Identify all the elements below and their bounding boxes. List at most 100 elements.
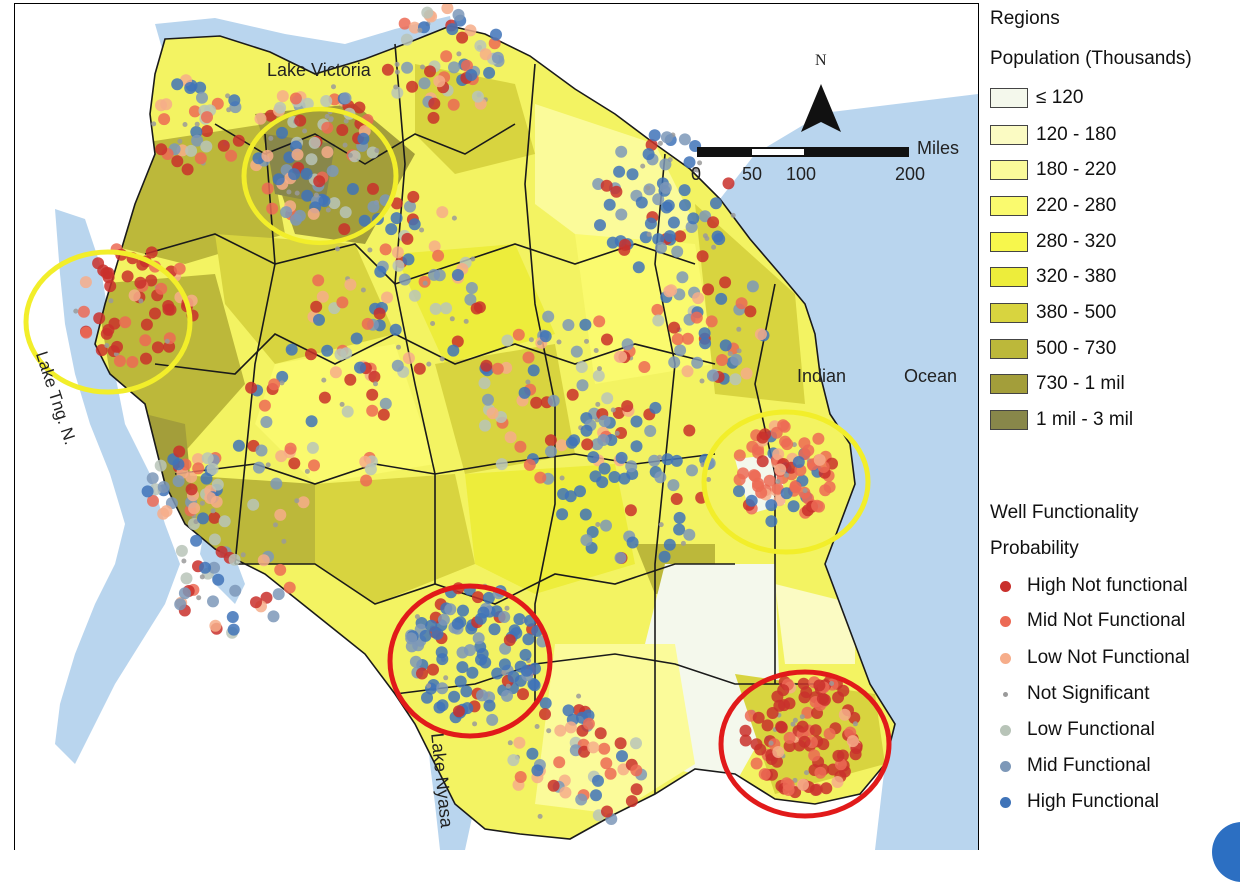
well-point [226, 107, 232, 113]
well-point [739, 734, 752, 747]
well-point [713, 233, 726, 246]
well-point [457, 604, 469, 617]
well-point [774, 463, 787, 476]
well-point [201, 125, 213, 137]
legend-pop-item: 500 - 730 [990, 337, 1116, 361]
well-point [630, 764, 643, 777]
well-point [687, 212, 700, 225]
well-point [398, 273, 411, 286]
scale-tick-50: 50 [742, 164, 763, 184]
well-point [771, 690, 784, 703]
well-point [528, 679, 541, 692]
north-label: N [815, 52, 827, 69]
well-point [702, 283, 715, 296]
well-point [184, 82, 197, 94]
well-point [201, 111, 213, 124]
well-point [367, 200, 380, 213]
well-point [178, 587, 191, 600]
well-point [507, 754, 520, 767]
well-point [621, 338, 634, 351]
well-point [111, 340, 123, 353]
well-point [644, 425, 657, 437]
well-point [482, 591, 495, 604]
well-point [228, 553, 241, 566]
well-point [698, 327, 711, 340]
highlight-circle-yellow-north [241, 106, 399, 246]
well-point [559, 475, 565, 481]
well-point [232, 439, 245, 452]
well-point [377, 408, 390, 421]
region-lindi [775, 584, 855, 664]
well-point [809, 784, 822, 796]
well-point [225, 149, 238, 162]
well-point [483, 66, 496, 79]
well-point [501, 670, 507, 676]
well-point [267, 610, 280, 623]
well-point [173, 262, 186, 275]
well-point [172, 475, 185, 488]
well-point [313, 192, 319, 198]
well-point [659, 158, 672, 171]
well-point [331, 84, 336, 90]
well-point [604, 767, 617, 780]
well-point [670, 493, 683, 505]
well-point [831, 776, 844, 788]
well-point [846, 735, 859, 748]
well-point [421, 691, 433, 704]
well-point [452, 8, 465, 21]
well-point [373, 381, 378, 387]
scale-tick-200: 200 [895, 164, 926, 184]
well-point [426, 683, 432, 689]
well-point [671, 333, 684, 346]
well-point [312, 274, 325, 287]
well-point [261, 182, 274, 195]
well-point [440, 302, 453, 315]
legend-pop-label: 220 - 280 [1036, 195, 1117, 216]
well-point [562, 704, 575, 717]
well-point [171, 78, 184, 91]
well-point [593, 348, 599, 353]
well-point [440, 50, 453, 63]
well-point [476, 689, 488, 702]
map-frame: Lake Victoria Lake Tng. N. Lake Nyasa In… [14, 3, 979, 850]
well-point [814, 766, 827, 779]
well-point [663, 285, 676, 298]
well-point [768, 740, 774, 746]
well-point [584, 338, 589, 344]
well-point [360, 474, 373, 487]
well-point [449, 316, 455, 322]
well-point [507, 740, 513, 746]
well-point [284, 442, 297, 455]
well-point [288, 457, 301, 470]
well-point [798, 437, 811, 450]
well-point [406, 80, 419, 93]
well-point [452, 705, 465, 718]
legend-well-label: Not Significant [1027, 683, 1150, 704]
well-point [389, 323, 402, 336]
well-point [596, 476, 609, 489]
well-point [663, 538, 676, 551]
well-point [321, 146, 334, 159]
well-point [781, 438, 794, 451]
well-point [754, 328, 767, 341]
well-point [398, 17, 411, 30]
well-point [229, 584, 242, 597]
well-point [145, 246, 158, 259]
well-point [838, 708, 851, 721]
well-point [265, 462, 271, 468]
indian-ocean [720, 94, 978, 850]
well-point [797, 677, 810, 690]
well-point [413, 362, 426, 375]
well-point [255, 444, 268, 457]
well-point [185, 471, 198, 483]
well-point [813, 679, 826, 692]
well-point [705, 315, 718, 328]
well-point [408, 218, 421, 231]
well-point [539, 708, 551, 721]
well-point [683, 528, 696, 541]
well-point [436, 682, 449, 695]
well-point [581, 438, 594, 451]
well-point [554, 724, 567, 737]
well-point [185, 483, 198, 496]
well-point [740, 367, 753, 380]
